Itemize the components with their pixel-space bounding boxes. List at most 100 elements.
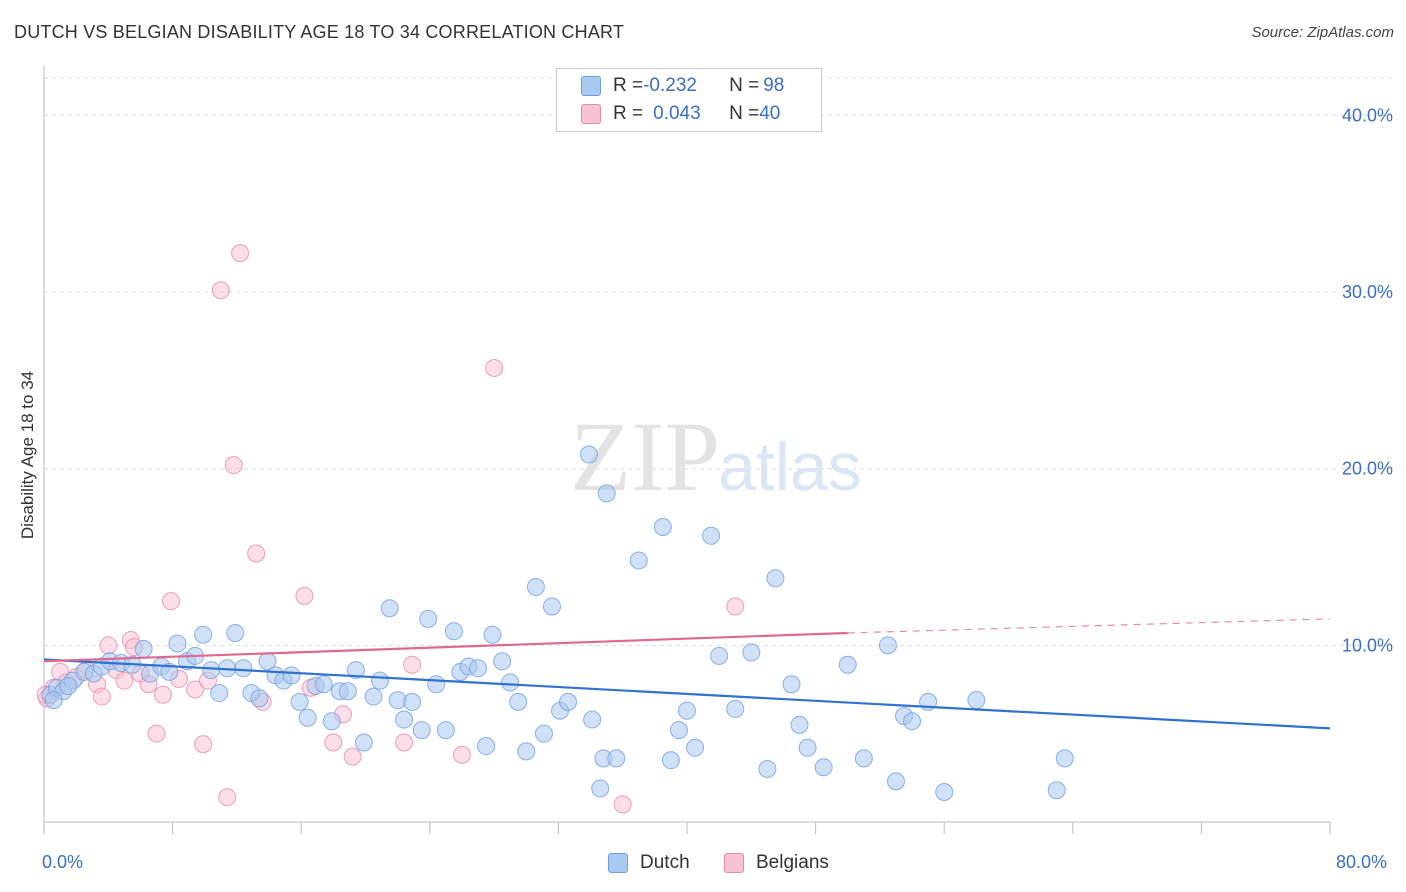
dutch-point [678, 701, 696, 720]
dutch-point [290, 692, 309, 711]
dutch-points [41, 445, 1074, 801]
y-tick-label: 20.0% [1342, 459, 1393, 479]
belgians-point [403, 655, 422, 674]
belgians-point [295, 586, 314, 605]
belgians-points [36, 244, 745, 814]
belgians-point [211, 281, 230, 300]
dutch-point [782, 675, 801, 694]
belgians-swatch [581, 104, 601, 124]
source-label: Source: ZipAtlas.com [1251, 24, 1394, 41]
dutch-point [629, 551, 648, 570]
dutch-point [354, 733, 373, 752]
y-tick-label: 30.0% [1342, 282, 1393, 302]
dutch-point [322, 712, 341, 731]
dutch-point [559, 692, 578, 711]
dutch-point [854, 749, 873, 768]
n-value: 98 [763, 75, 785, 96]
dutch-point [395, 710, 414, 729]
dutch-point [814, 758, 833, 777]
dutch-point [282, 666, 301, 685]
dutch-point [710, 646, 729, 665]
belgians-legend-label: Belgians [756, 852, 829, 873]
dutch-point [579, 445, 598, 464]
dutch-point [250, 689, 269, 708]
belgians-point [324, 733, 343, 752]
dutch-point [134, 639, 153, 658]
belgians-trend-extension [847, 618, 1331, 634]
dutch-point [436, 721, 455, 740]
dutch-point [44, 691, 63, 710]
y-tick-label: 10.0% [1342, 635, 1393, 655]
dutch-point [194, 625, 213, 644]
dutch-point [314, 675, 333, 694]
y-tick-label: 40.0% [1342, 105, 1393, 125]
r-label: R = [613, 103, 644, 124]
dutch-point [790, 715, 809, 734]
dutch-point [370, 671, 389, 690]
n-value: 40 [759, 103, 781, 124]
dutch-point [444, 622, 463, 641]
dutch-point [607, 749, 626, 768]
dutch-point [686, 738, 705, 757]
dutch-point [403, 692, 422, 711]
belgians-point [218, 788, 237, 807]
dutch-point [838, 655, 857, 674]
n-label: N = [729, 103, 760, 124]
dutch-point [903, 712, 922, 731]
dutch-legend-swatch [608, 853, 628, 873]
watermark-atlas: atlas [718, 429, 862, 505]
dutch-point [234, 659, 253, 678]
belgians-trend-line [43, 631, 848, 663]
dutch-point [160, 662, 179, 681]
belgians-point [153, 685, 172, 704]
belgians-point [224, 456, 243, 475]
legend-row-dutch: R = -0.232 N = 98 [581, 75, 784, 97]
belgians-point [247, 544, 266, 563]
dutch-point [702, 526, 721, 545]
dutch-point [967, 691, 986, 710]
dutch-point [758, 760, 777, 778]
dutch-point [346, 661, 365, 680]
dutch-point [878, 636, 897, 655]
x-tick-label-max: 80.0% [1336, 852, 1388, 872]
dutch-point [526, 578, 545, 597]
belgians-point [485, 358, 504, 377]
dutch-point [364, 687, 383, 706]
belgians-point [99, 636, 118, 655]
belgians-point [194, 735, 213, 754]
dutch-point [935, 782, 954, 801]
belgians-point [613, 795, 632, 814]
dutch-point [493, 652, 512, 671]
trend-lines [43, 618, 1331, 730]
dutch-point [59, 676, 78, 695]
belgians-point [395, 733, 414, 752]
dutch-point [661, 751, 680, 770]
dutch-point [338, 682, 357, 701]
belgians-point [726, 597, 745, 616]
dutch-point [168, 634, 187, 653]
r-value: 0.043 [653, 103, 701, 124]
dutch-point [726, 699, 745, 718]
dutch-point [419, 609, 438, 628]
legend-item-belgians: Belgians [724, 852, 829, 874]
dutch-trend-line [43, 658, 1331, 730]
belgians-point [115, 671, 134, 690]
dutch-point [469, 659, 488, 678]
belgians-point [452, 745, 471, 764]
dutch-point [534, 724, 553, 743]
dutch-point [412, 721, 431, 740]
belgians-legend-swatch [724, 853, 744, 873]
n-label: N = [729, 75, 760, 96]
belgians-point [343, 747, 362, 766]
dutch-point [542, 597, 561, 616]
r-label: R = [613, 75, 644, 96]
belgians-point [231, 244, 250, 263]
dutch-point [653, 517, 672, 536]
dutch-point [210, 684, 229, 703]
y-tick-labels: 10.0% 20.0% 30.0% 40.0% [1342, 105, 1393, 655]
dutch-point [477, 737, 496, 756]
dutch-point [1047, 781, 1066, 800]
dutch-point [226, 623, 245, 642]
gridlines [44, 77, 1392, 646]
